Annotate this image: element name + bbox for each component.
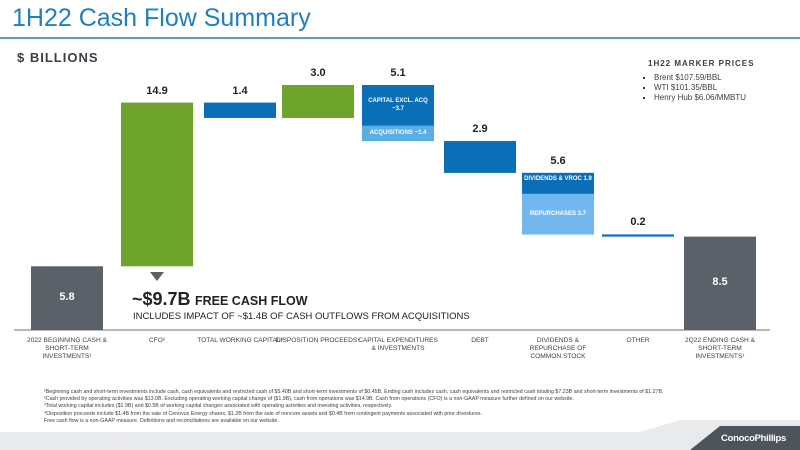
segment-label: REPURCHASES 3.7 bbox=[529, 211, 586, 218]
value-label: 0.2 bbox=[630, 216, 646, 229]
value-label: 2.9 bbox=[472, 123, 488, 136]
bar bbox=[282, 85, 354, 118]
category-label: CAPITAL EXPENDITURES & INVESTMENTS bbox=[358, 337, 438, 352]
category-label: TOTAL WORKING CAPITAL³ bbox=[197, 337, 283, 344]
value-label: 14.9 bbox=[146, 84, 168, 97]
category-label: 2Q22 ENDING CASH & SHORT-TERM INVESTMENT… bbox=[685, 337, 755, 360]
segment-label: ACQUISITIONS ~1.4 bbox=[369, 130, 427, 137]
value-label: 8.5 bbox=[712, 276, 728, 289]
slide-title: 1H22 Cash Flow Summary bbox=[12, 4, 311, 32]
footnote: ²Cash provided by operating activities w… bbox=[44, 396, 574, 403]
bar-segment bbox=[362, 85, 434, 126]
marker-item: WTI $101.35/BBL bbox=[654, 83, 746, 93]
bar-segment bbox=[522, 193, 594, 235]
category-label: DEBT bbox=[471, 337, 489, 344]
footnotes: ¹Beginning cash and short-term investmen… bbox=[44, 389, 794, 425]
footnote: ⁴Disposition proceeds include $1.4B from… bbox=[44, 410, 483, 417]
value-label: 5.1 bbox=[390, 67, 406, 79]
footer-band bbox=[0, 420, 800, 450]
category-label: CFO² bbox=[148, 337, 166, 344]
bar-segment bbox=[362, 125, 434, 142]
bar bbox=[31, 266, 103, 330]
fcf-amount: ~$9.7B bbox=[132, 289, 191, 309]
footnote: ¹Beginning cash and short-term investmen… bbox=[44, 389, 664, 395]
value-label: 1.4 bbox=[232, 84, 248, 97]
marker-list: Brent $107.59/BBL WTI $101.35/BBL Henry … bbox=[640, 73, 746, 103]
category-label: OTHER bbox=[626, 337, 650, 344]
logo-band bbox=[690, 426, 800, 450]
logo: ConocoPhillips bbox=[721, 433, 786, 444]
value-label: 3.0 bbox=[310, 67, 326, 79]
bar bbox=[684, 236, 756, 330]
category-label: 2022 BEGINNING CASH & SHORT-TERM INVESTM… bbox=[27, 337, 107, 360]
value-label: 5.6 bbox=[550, 154, 566, 167]
segment-label: DIVIDENDS & VROC 1.9 bbox=[524, 176, 592, 183]
category-label: DIVIDENDS & REPURCHASE OF COMMON STOCK bbox=[529, 337, 587, 360]
fcf-note: INCLUDES IMPACT OF ~$1.4B OF CASH OUTFLO… bbox=[133, 311, 470, 322]
units-label: $ BILLIONS bbox=[17, 50, 99, 65]
segment-label: CAPITAL EXCL. ACQ ~3.7 bbox=[368, 98, 428, 113]
bar bbox=[602, 234, 674, 237]
bar bbox=[121, 102, 193, 267]
bar bbox=[204, 102, 276, 118]
footnote: Free cash flow is a non-GAAP measure. De… bbox=[44, 417, 279, 424]
fcf-headline: ~$9.7B FREE CASH FLOW bbox=[132, 289, 308, 310]
bar bbox=[444, 141, 516, 173]
marker-item: Henry Hub $6.06/MMBTU bbox=[654, 93, 746, 103]
fcf-marker bbox=[150, 272, 164, 281]
category-label: DISPOSITION PROCEEDS⁴ bbox=[275, 337, 361, 344]
fcf-text: FREE CASH FLOW bbox=[195, 294, 308, 308]
bar-segment bbox=[522, 172, 594, 194]
marker-title: 1H22 MARKER PRICES bbox=[648, 59, 755, 68]
footnote: ³Total working capital includes ($1.9B) … bbox=[44, 403, 393, 410]
marker-item: Brent $107.59/BBL bbox=[654, 73, 746, 83]
value-label: 5.8 bbox=[59, 291, 75, 304]
